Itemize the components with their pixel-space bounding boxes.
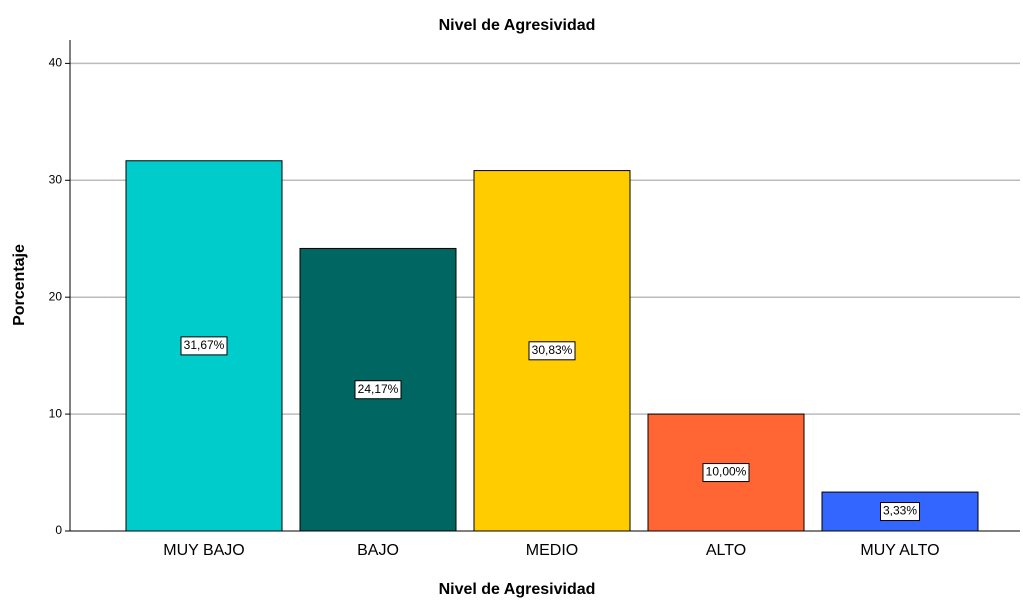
x-axis-label: Nivel de Agresividad [439,581,596,598]
x-tick-label: MUY ALTO [860,542,939,559]
value-label-box [702,463,750,483]
chart-title: Nivel de Agresividad [439,17,596,34]
y-axis-label: Porcentaje [11,244,28,326]
x-tick-label: MUY BAJO [163,542,245,559]
value-label-box [528,341,576,361]
value-label-box [180,336,228,356]
x-tick-label: BAJO [357,542,399,559]
value-label-box [880,502,920,522]
x-tick-label: MEDIO [526,542,578,559]
y-tick-label: 0 [55,523,62,537]
value-label: 24,17% [358,382,399,396]
value-label: 31,67% [184,338,225,352]
value-label: 10,00% [706,465,747,479]
value-label: 3,33% [883,504,917,518]
y-tick-label: 40 [49,56,63,70]
y-tick-label: 10 [49,406,63,420]
value-label-box [354,380,402,400]
value-label: 30,83% [532,343,573,357]
y-tick-label: 30 [49,172,63,186]
y-tick-label: 20 [49,289,63,303]
x-tick-label: ALTO [706,542,746,559]
